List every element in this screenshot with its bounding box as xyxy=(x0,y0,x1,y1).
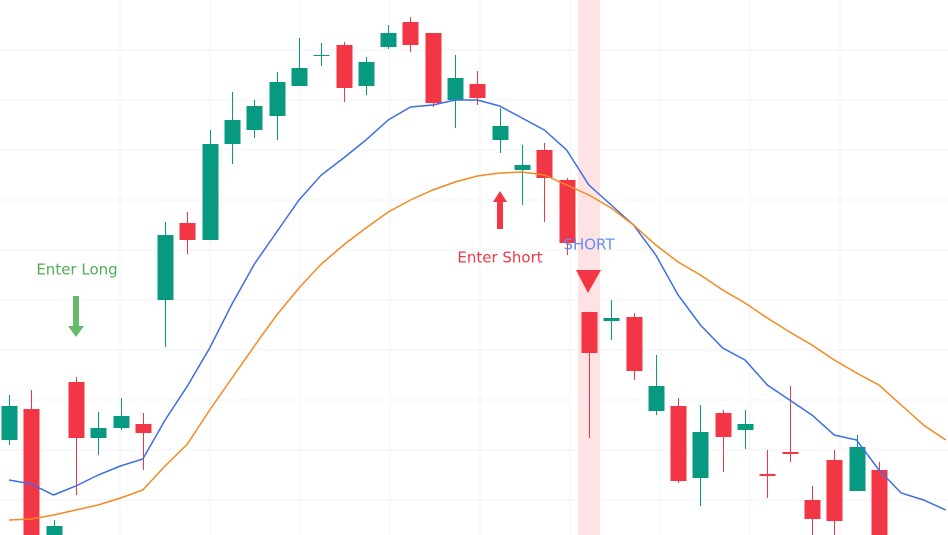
short-marker xyxy=(576,270,601,293)
candle-body xyxy=(737,424,754,430)
candle-body xyxy=(202,144,219,240)
annotation: SHORT xyxy=(563,236,615,254)
candle-body xyxy=(46,526,63,535)
moving-averages xyxy=(8,99,947,521)
candle-body xyxy=(670,406,687,481)
candle-body xyxy=(179,223,196,240)
annotation: Enter Long xyxy=(36,261,117,279)
signal-band xyxy=(578,0,600,535)
candle-body xyxy=(469,84,486,98)
candle-body xyxy=(113,416,130,428)
candle-body xyxy=(536,150,553,178)
candle-body xyxy=(692,432,709,478)
candle-body xyxy=(759,474,776,476)
candle-body xyxy=(269,82,286,116)
candle-body xyxy=(358,62,375,86)
candle-body xyxy=(224,120,241,144)
candle-body xyxy=(313,55,330,56)
annotations: Enter Long Enter Short SHORT xyxy=(36,191,615,337)
long-arrow xyxy=(68,296,84,337)
candle-body xyxy=(135,424,152,433)
candle-body xyxy=(492,126,509,140)
candle-body xyxy=(336,45,353,88)
candle-body xyxy=(447,78,464,100)
candle-body xyxy=(291,68,308,86)
candles xyxy=(1,17,888,535)
candle-body xyxy=(90,428,107,438)
candle-body xyxy=(559,180,576,243)
annotation: Enter Short xyxy=(457,249,542,267)
candle-body xyxy=(402,22,419,45)
candle-body xyxy=(23,409,40,535)
candle-body xyxy=(68,382,85,438)
candle-body xyxy=(157,235,174,300)
candle-body xyxy=(715,413,732,437)
candle-body xyxy=(380,33,397,47)
candle-body xyxy=(425,33,442,103)
candle-body xyxy=(804,500,821,519)
candle-body xyxy=(782,452,799,454)
candle-body xyxy=(1,406,18,440)
candle-body xyxy=(603,318,620,321)
candle-body xyxy=(581,312,598,353)
candle-body xyxy=(871,470,888,535)
candle-body xyxy=(246,106,263,130)
candle-body xyxy=(648,386,665,411)
candle-body xyxy=(514,165,531,170)
ma-line xyxy=(8,99,947,511)
candle-body xyxy=(849,447,866,491)
candle-body xyxy=(826,460,843,521)
short-arrow xyxy=(493,191,507,229)
candle-body xyxy=(626,317,643,371)
ma-line xyxy=(8,171,947,521)
